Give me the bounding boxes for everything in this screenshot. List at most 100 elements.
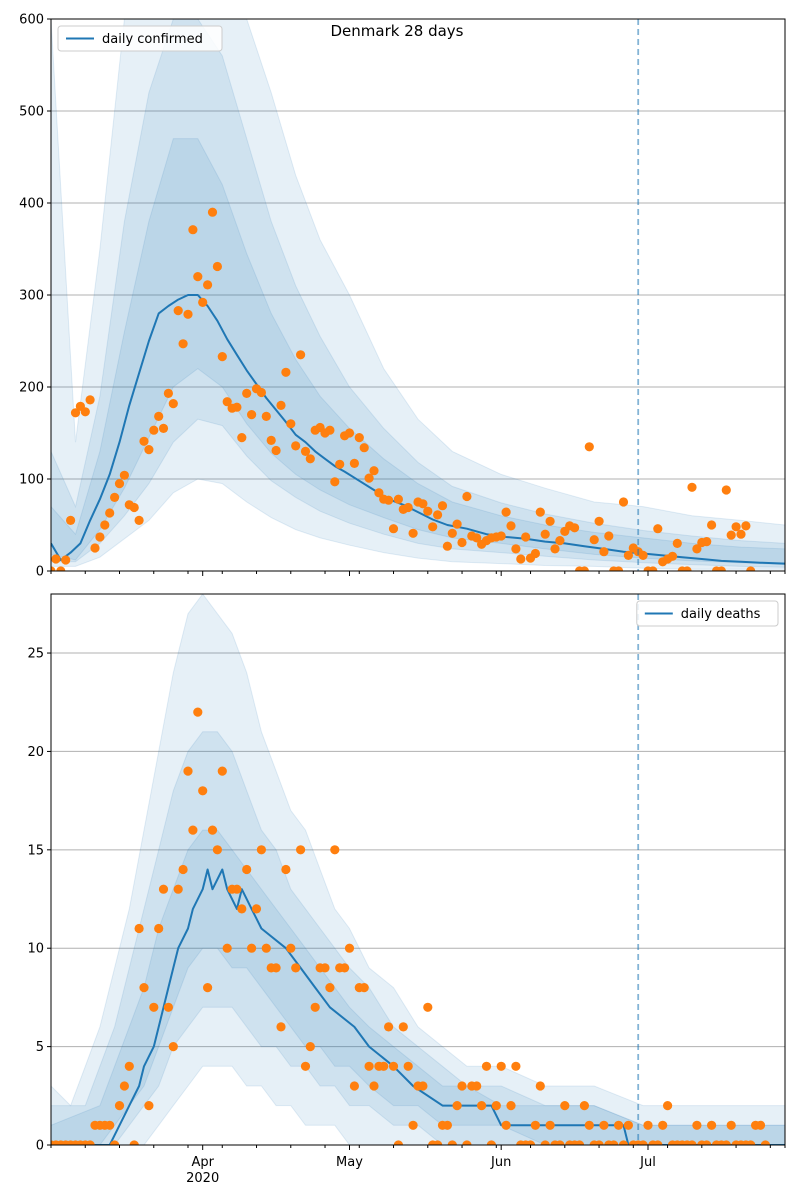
- observed-point: [584, 1120, 594, 1130]
- observed-point: [354, 433, 364, 443]
- observed-point: [579, 566, 589, 571]
- x-tick-label: Jul: [639, 1155, 656, 1170]
- observed-point: [344, 428, 355, 438]
- observed-point: [623, 550, 634, 561]
- y-tick-label: 15: [27, 843, 44, 858]
- observed-point: [726, 1120, 736, 1130]
- observed-point: [755, 1120, 766, 1130]
- y-tick-label: 100: [19, 473, 44, 488]
- observed-point: [305, 1042, 315, 1052]
- observed-point: [291, 963, 301, 973]
- uncertainty-band: [51, 19, 785, 568]
- observed-point: [702, 1140, 712, 1145]
- observed-point: [193, 707, 203, 717]
- observed-point: [247, 943, 257, 953]
- observed-point: [66, 515, 76, 526]
- observed-point: [105, 508, 115, 518]
- observed-point: [114, 1101, 125, 1111]
- observed-point: [374, 488, 384, 498]
- observed-point: [584, 442, 594, 452]
- observed-point: [144, 1101, 154, 1111]
- observed-point: [496, 531, 506, 541]
- observed-point: [687, 482, 697, 492]
- observed-point: [158, 884, 169, 894]
- observed-point: [462, 1140, 472, 1145]
- observed-point: [609, 1140, 619, 1145]
- observed-point: [70, 408, 81, 418]
- observed-point: [110, 492, 120, 502]
- observed-point: [291, 441, 301, 451]
- y-tick-label: 5: [36, 1040, 44, 1055]
- daily-confirmed-panel: 0 100 200 300 400 500 600 Denmark 28 days daily …: [19, 13, 786, 580]
- observed-point: [149, 1002, 159, 1012]
- observed-point: [643, 1120, 653, 1130]
- observed-point: [501, 507, 511, 517]
- x-tick-label: May: [336, 1155, 363, 1170]
- observed-point: [618, 497, 629, 507]
- observed-point: [256, 845, 266, 855]
- observed-point: [300, 1061, 311, 1071]
- observed-point: [457, 1081, 467, 1091]
- observed-point: [212, 261, 222, 272]
- observed-point: [746, 1140, 756, 1145]
- observed-point: [388, 1061, 399, 1071]
- observed-point: [428, 522, 438, 532]
- observed-point: [614, 1120, 624, 1130]
- observed-point: [119, 470, 129, 480]
- uncertainty-band: [51, 138, 785, 566]
- observed-point: [168, 399, 178, 409]
- observed-point: [525, 1140, 536, 1145]
- observed-point: [594, 516, 604, 526]
- observed-point: [658, 1120, 668, 1130]
- observed-point: [100, 520, 110, 530]
- observed-point: [560, 1101, 570, 1111]
- y-tick-label: 20: [27, 745, 44, 760]
- observed-point: [599, 1120, 609, 1130]
- x-tick-year-label: 2020: [186, 1171, 219, 1186]
- observed-point: [344, 943, 355, 953]
- observed-point: [300, 446, 311, 456]
- observed-point: [124, 1061, 134, 1071]
- observed-point: [594, 1140, 604, 1145]
- observed-point: [134, 923, 144, 934]
- observed-point: [511, 1061, 521, 1071]
- x-tick-label: Apr: [191, 1155, 214, 1170]
- uncertainty-band: [51, 731, 785, 1145]
- observed-point: [129, 1140, 139, 1145]
- observed-point: [418, 1081, 428, 1091]
- observed-point: [496, 1061, 506, 1071]
- observed-point: [393, 1140, 403, 1145]
- observed-point: [486, 1140, 496, 1145]
- x-tick-label: Jun: [490, 1155, 511, 1170]
- observed-point: [746, 566, 756, 571]
- observed-point: [618, 1140, 629, 1145]
- observed-point: [741, 521, 751, 531]
- observed-point: [242, 864, 252, 875]
- observed-point: [154, 923, 164, 934]
- observed-point: [296, 350, 306, 360]
- observed-point: [481, 1061, 492, 1071]
- observed-point: [310, 1002, 320, 1012]
- observed-point: [256, 387, 266, 398]
- observed-point: [457, 537, 467, 548]
- y-tick-label: 400: [19, 197, 44, 212]
- observed-point: [178, 864, 188, 875]
- observed-point: [707, 1120, 717, 1130]
- observed-point: [653, 524, 663, 534]
- observed-point: [408, 1120, 418, 1130]
- y-tick-label: 0: [36, 565, 44, 580]
- observed-point: [638, 550, 648, 561]
- observed-point: [203, 983, 213, 993]
- y-tick-label: 0: [36, 1139, 44, 1154]
- observed-point: [530, 548, 541, 559]
- observed-point: [51, 566, 56, 571]
- observed-point: [579, 1101, 590, 1111]
- legend-label: daily confirmed: [102, 32, 203, 47]
- observed-point: [364, 473, 374, 483]
- observed-point: [521, 532, 531, 542]
- observed-point: [384, 1022, 394, 1032]
- observed-point: [388, 524, 399, 534]
- observed-point: [286, 943, 296, 953]
- observed-point: [398, 1022, 408, 1032]
